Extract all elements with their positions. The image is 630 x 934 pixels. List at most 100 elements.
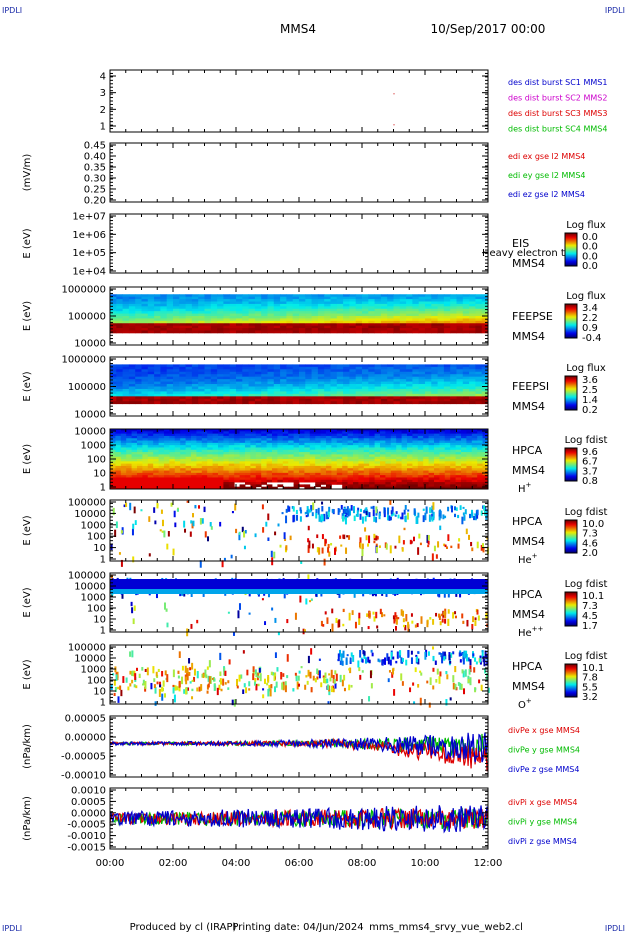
- colorbar-title: Log fdist: [565, 507, 608, 518]
- colorbar-tick: 10.1: [582, 591, 604, 602]
- y-tick-label: 100000: [68, 498, 106, 509]
- colorbar-tick: 2.2: [582, 313, 598, 324]
- y-tick-label: 10: [93, 615, 106, 626]
- colorbar-tick: 0.2: [582, 405, 598, 416]
- y-axis-label: E (eV): [22, 371, 33, 401]
- y-tick-label: 10000: [74, 582, 106, 593]
- series-line-2: [109, 732, 489, 763]
- spacecraft-label: MMS4: [512, 680, 545, 693]
- y-tick-label: 1: [100, 122, 106, 133]
- colorbar-title: Log fdist: [565, 651, 608, 662]
- y-tick-label: 0.25: [84, 185, 106, 196]
- y-tick-label: 100000: [68, 571, 106, 582]
- panel-1-frame: [109, 142, 489, 203]
- panel-9: 0.00005 0.00000 -0.00005 -0.00010 (nPa/km) di…: [22, 714, 580, 782]
- y-tick-label: 0.00005: [65, 714, 106, 725]
- colorbar-tick: 0.0: [582, 251, 598, 262]
- legend-entry: divPi z gse MMS4: [508, 837, 577, 846]
- spacecraft-label: MMS4: [512, 464, 545, 477]
- species-charge: +: [526, 697, 532, 705]
- panel-7-content: [110, 574, 489, 637]
- species-label: He+: [518, 552, 538, 566]
- colorbar-title: Log fdist: [565, 435, 608, 446]
- panel-5: 10000 1000 100 10 1 E (eV) HPCA MMS4 H+ Log fdist…: [22, 427, 607, 496]
- y-tick-label: 10: [93, 687, 106, 698]
- corner-label-bottom-left: IPDLI: [2, 924, 23, 933]
- legend-entry: edi ez gse l2 MMS4: [508, 190, 585, 199]
- legend-entry: des dist burst SC3 MMS3: [508, 109, 607, 118]
- colorbar-tick: 7.3: [582, 601, 598, 612]
- legend-entry: divPe x gse MMS4: [508, 726, 580, 735]
- y-tick-label: 10000: [74, 427, 106, 438]
- y-tick-label: 100: [87, 604, 106, 615]
- species-charge: ++: [532, 625, 544, 633]
- y-tick-label: 1: [100, 483, 106, 494]
- x-tick-label: 00:00: [96, 858, 125, 869]
- y-axis-label: E (eV): [22, 228, 33, 258]
- y-tick-label: 0.0005: [71, 797, 106, 808]
- y-tick-label: 1e+04: [72, 267, 106, 278]
- y-tick-label: 1000: [81, 520, 106, 531]
- y-tick-label: 100: [87, 532, 106, 543]
- y-tick-label: -0.0005: [67, 820, 106, 831]
- panel-0-content: [393, 93, 395, 126]
- spacecraft-label: MMS4: [512, 400, 545, 413]
- panel-6-content: [110, 500, 489, 568]
- legend-entry: des dist burst SC1 MMS1: [508, 78, 607, 87]
- colorbar-tick: 0.0: [582, 232, 598, 243]
- colorbar-tick: 2.0: [582, 548, 598, 559]
- x-tick-label: 12:00: [474, 858, 503, 869]
- y-axis-label: E (eV): [22, 659, 33, 689]
- instrument-label: HPCA: [512, 515, 543, 528]
- panel-2-frame: [109, 213, 489, 274]
- data-point-0: [393, 93, 395, 95]
- legend-entry: des dist burst SC2 MMS2: [508, 94, 607, 103]
- y-tick-label: 1000: [81, 441, 106, 452]
- legend-entry: divPi x gse MMS4: [508, 798, 577, 807]
- legend-entry: divPe z gse MMS4: [508, 765, 579, 774]
- y-tick-label: 0.45: [84, 141, 106, 152]
- series-line-2: [109, 805, 489, 834]
- y-tick-label: 100: [87, 676, 106, 687]
- instrument-label: HPCA: [512, 660, 543, 673]
- colorbar-frame: [564, 232, 578, 267]
- y-tick-label: -0.00010: [61, 771, 106, 782]
- y-tick-label: 100000: [68, 643, 106, 654]
- colorbar-tick: 3.6: [582, 375, 598, 386]
- y-tick-label: 1e+07: [72, 212, 106, 223]
- corner-label-top-left: IPDLI: [2, 6, 23, 15]
- y-tick-label: 1: [100, 698, 106, 709]
- spacecraft-label: MMS4: [512, 257, 545, 270]
- y-tick-label: 1e+05: [72, 248, 106, 259]
- y-axis-label: E (eV): [22, 444, 33, 474]
- colorbar-title: Log fdist: [565, 579, 608, 590]
- colorbar-tick: 0.0: [582, 242, 598, 253]
- colorbar-tick: 10.0: [582, 519, 604, 530]
- panel-0: 4 3 2 1 des dist burst SC1 MMS1 des dist burs…: [100, 69, 607, 134]
- y-tick-label: 1000: [81, 593, 106, 604]
- y-tick-label: 0.00000: [65, 733, 106, 744]
- colorbar-tick: 5.5: [582, 682, 598, 693]
- y-tick-label: 4: [100, 72, 106, 83]
- y-axis-label: (mV/m): [22, 154, 33, 192]
- colorbar-tick: -0.4: [582, 333, 602, 344]
- y-tick-label: 1000000: [61, 355, 106, 366]
- colorbar-tick: 7.8: [582, 673, 598, 684]
- colorbar-frame: [564, 663, 578, 698]
- panel-4-content: [110, 364, 489, 405]
- panel-4: 1000000 100000 10000 E (eV) FEEPSI MMS4 Log fl…: [22, 355, 606, 421]
- x-tick-label: 10:00: [411, 858, 440, 869]
- colorbar-tick: 2.5: [582, 385, 598, 396]
- spacecraft-label: MMS4: [512, 608, 545, 621]
- species-label: O+: [518, 697, 532, 711]
- y-axis-label: E (eV): [22, 301, 33, 331]
- y-tick-label: 100000: [68, 312, 106, 323]
- y-axis-label: E (eV): [22, 515, 33, 545]
- date-title: 10/Sep/2017 00:00: [431, 22, 546, 36]
- y-axis-label: (nPa/km): [22, 724, 33, 769]
- y-tick-label: 10: [93, 543, 106, 554]
- y-tick-label: 1000000: [61, 285, 106, 296]
- colorbar-title: Log flux: [566, 291, 606, 302]
